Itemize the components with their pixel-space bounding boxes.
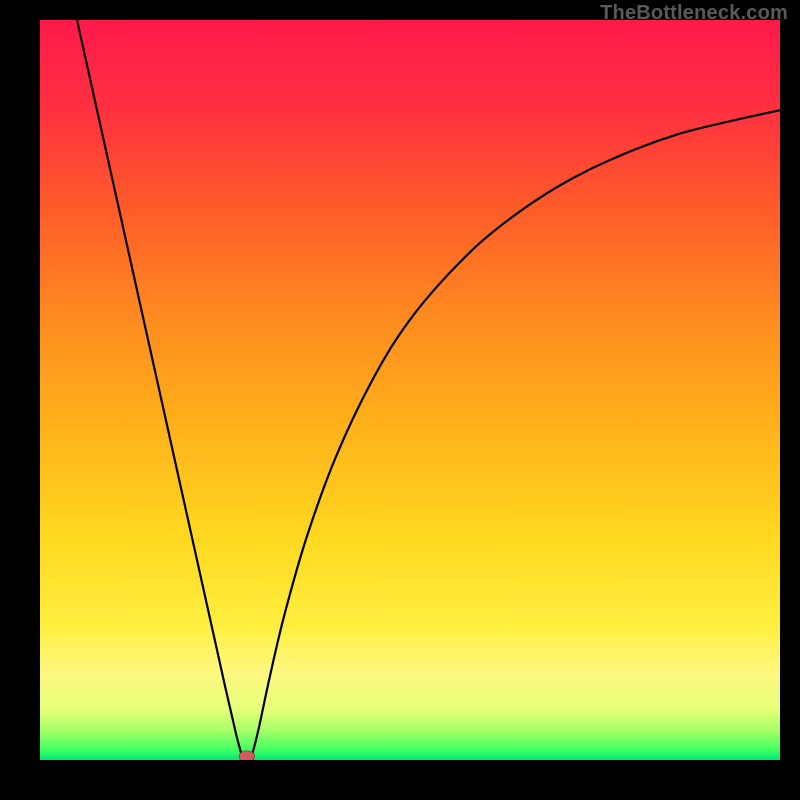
curve-left (77, 20, 242, 756)
min-marker (239, 751, 255, 760)
watermark-text: TheBottleneck.com (600, 2, 788, 25)
chart-wrapper: TheBottleneck.com (0, 0, 800, 800)
curve-layer (40, 20, 780, 760)
curve-right (252, 110, 780, 756)
plot-area (40, 20, 780, 760)
